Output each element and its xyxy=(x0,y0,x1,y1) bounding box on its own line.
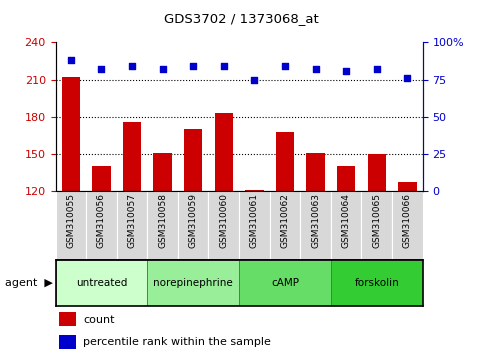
Bar xyxy=(147,260,239,306)
Text: GSM310065: GSM310065 xyxy=(372,193,381,248)
Bar xyxy=(331,191,361,260)
Text: norepinephrine: norepinephrine xyxy=(153,278,233,288)
Bar xyxy=(337,166,355,191)
Bar xyxy=(276,132,294,191)
Text: GSM310055: GSM310055 xyxy=(66,193,75,248)
Bar xyxy=(184,129,202,191)
Point xyxy=(159,67,167,72)
Bar xyxy=(306,153,325,191)
Bar xyxy=(392,191,423,260)
Text: agent  ▶: agent ▶ xyxy=(5,278,53,288)
Text: GSM310061: GSM310061 xyxy=(250,193,259,248)
Text: GSM310062: GSM310062 xyxy=(281,193,289,248)
Point xyxy=(403,75,411,81)
Point xyxy=(128,63,136,69)
Text: cAMP: cAMP xyxy=(271,278,299,288)
Bar xyxy=(300,191,331,260)
Bar xyxy=(123,122,141,191)
Text: GSM310060: GSM310060 xyxy=(219,193,228,248)
Point xyxy=(251,77,258,82)
Bar xyxy=(214,113,233,191)
Point xyxy=(312,67,319,72)
Bar xyxy=(59,312,76,326)
Text: GSM310057: GSM310057 xyxy=(128,193,137,248)
Point xyxy=(67,57,75,63)
Text: percentile rank within the sample: percentile rank within the sample xyxy=(83,337,271,347)
Text: count: count xyxy=(83,315,114,325)
Bar xyxy=(86,191,117,260)
Bar xyxy=(398,183,416,191)
Bar xyxy=(56,191,86,260)
Bar xyxy=(331,260,423,306)
Point xyxy=(373,67,381,72)
Bar xyxy=(56,260,147,306)
Point xyxy=(189,63,197,69)
Bar xyxy=(239,260,331,306)
Text: untreated: untreated xyxy=(76,278,127,288)
Bar xyxy=(62,77,80,191)
Point xyxy=(281,63,289,69)
Bar xyxy=(361,191,392,260)
Text: GSM310059: GSM310059 xyxy=(189,193,198,248)
Text: GDS3702 / 1373068_at: GDS3702 / 1373068_at xyxy=(164,12,319,25)
Bar xyxy=(178,191,209,260)
Bar xyxy=(245,190,264,191)
Point xyxy=(98,67,105,72)
Bar xyxy=(239,191,270,260)
Text: GSM310064: GSM310064 xyxy=(341,193,351,248)
Point xyxy=(342,68,350,74)
Text: GSM310058: GSM310058 xyxy=(158,193,167,248)
Text: forskolin: forskolin xyxy=(355,278,399,288)
Bar xyxy=(368,154,386,191)
Text: GSM310063: GSM310063 xyxy=(311,193,320,248)
Text: GSM310056: GSM310056 xyxy=(97,193,106,248)
Bar xyxy=(270,191,300,260)
Bar xyxy=(147,191,178,260)
Text: GSM310066: GSM310066 xyxy=(403,193,412,248)
Bar xyxy=(59,335,76,349)
Bar xyxy=(154,153,172,191)
Point xyxy=(220,63,227,69)
Bar xyxy=(92,166,111,191)
Bar xyxy=(117,191,147,260)
Bar xyxy=(209,191,239,260)
